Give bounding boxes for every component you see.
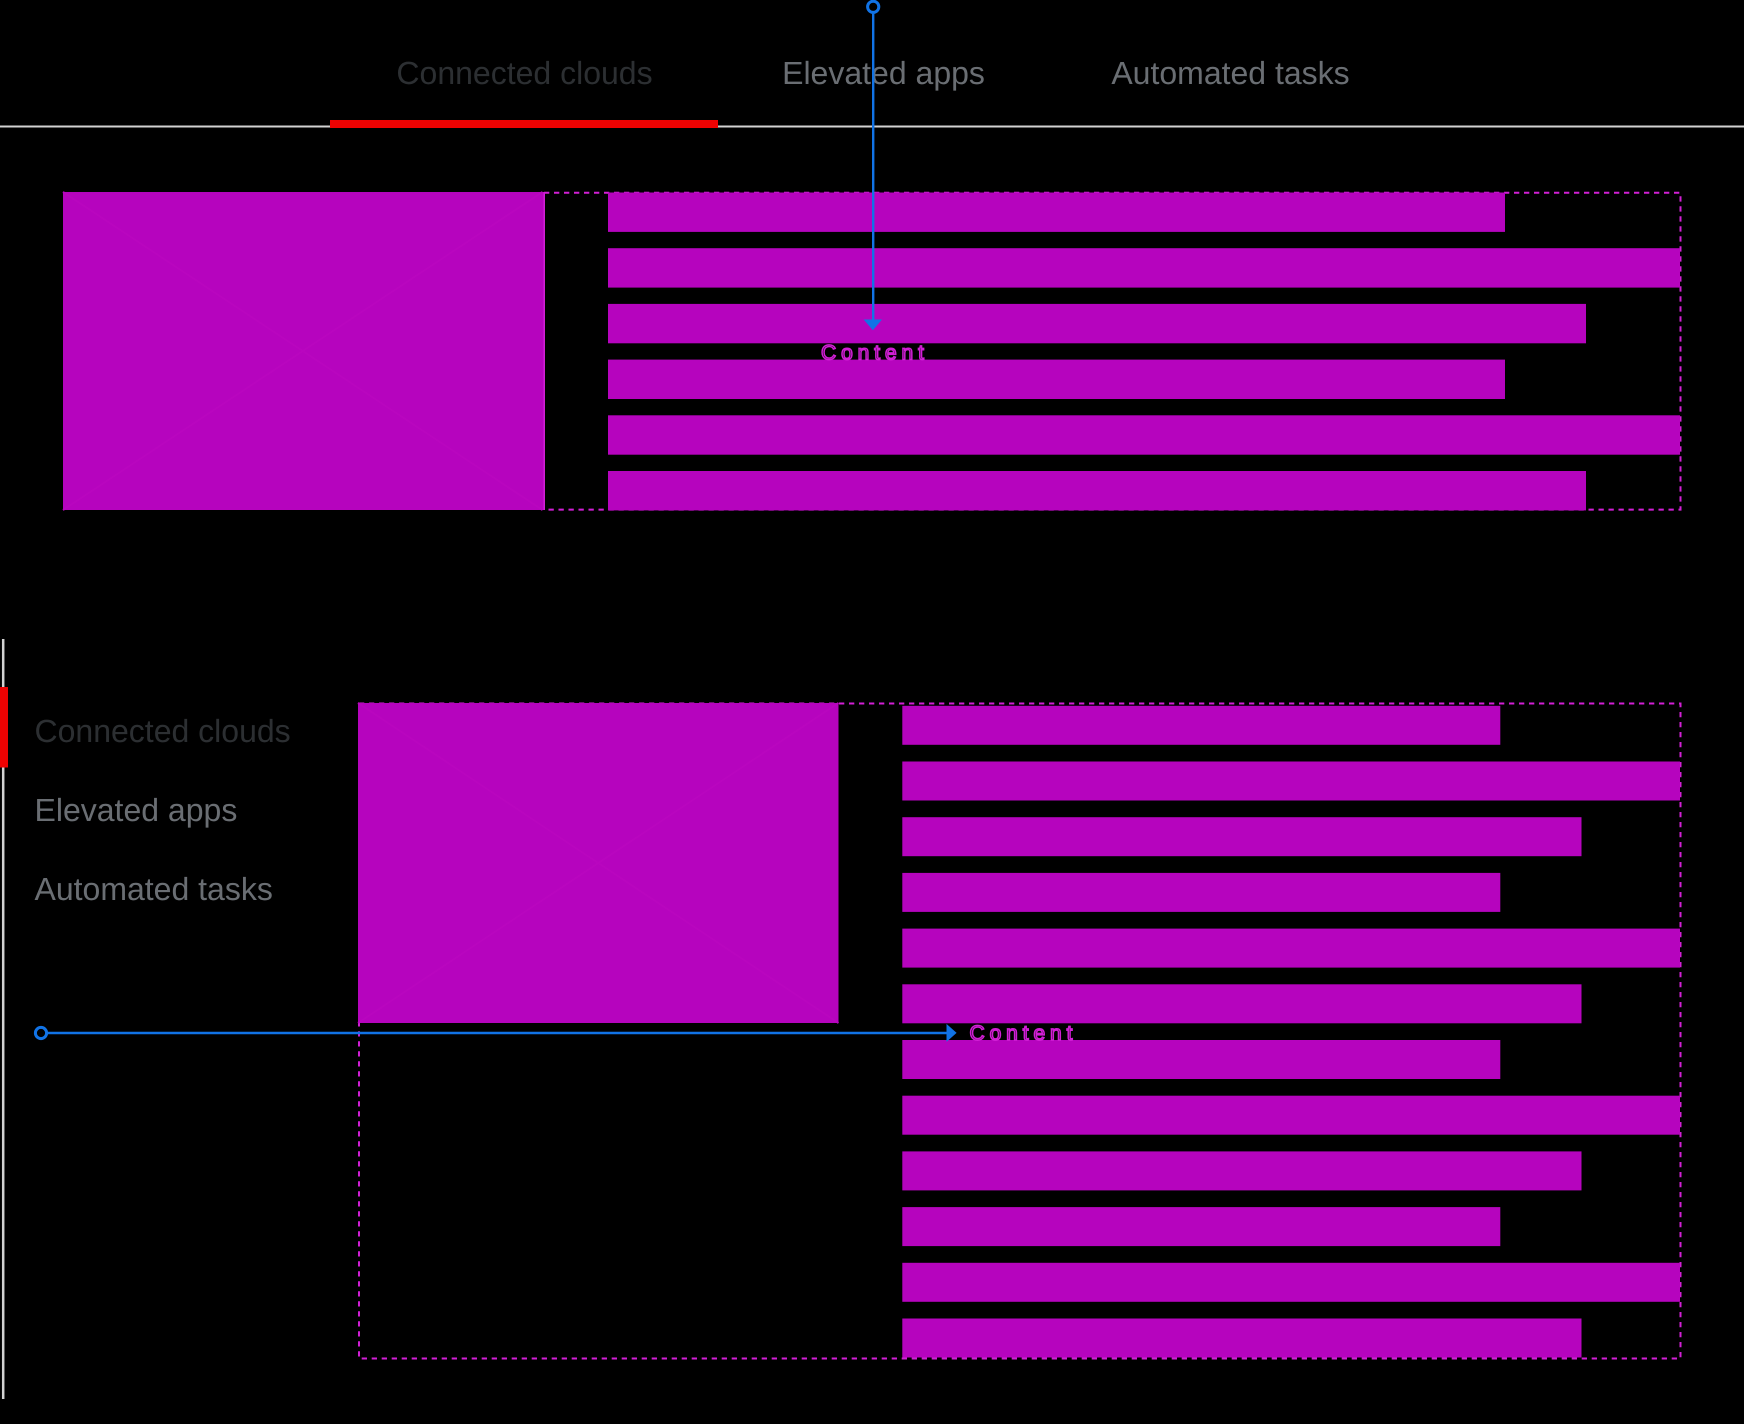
- svg-text:Automated tasks: Automated tasks: [35, 871, 273, 907]
- svg-text:Connected clouds: Connected clouds: [35, 713, 291, 749]
- svg-text:Content: Content: [970, 1022, 1078, 1045]
- svg-text:Automated tasks: Automated tasks: [1111, 55, 1349, 91]
- svg-text:Elevated apps: Elevated apps: [782, 55, 985, 91]
- svg-text:Elevated apps: Elevated apps: [35, 792, 238, 828]
- svg-text:Content: Content: [821, 342, 929, 365]
- svg-text:Connected clouds: Connected clouds: [396, 55, 652, 91]
